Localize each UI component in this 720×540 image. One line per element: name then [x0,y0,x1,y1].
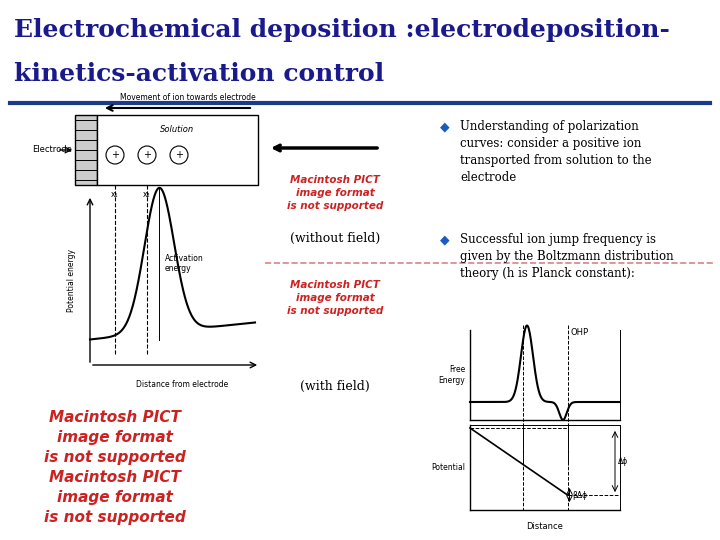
Circle shape [138,146,156,164]
Text: x₁: x₁ [112,190,119,199]
Text: +: + [111,150,119,160]
Text: ◆: ◆ [440,233,449,246]
Text: electrode: electrode [460,171,516,184]
Text: x₂: x₂ [143,190,150,199]
Text: Activation
energy: Activation energy [164,254,203,273]
Text: Potential: Potential [431,463,465,472]
Text: Distance: Distance [526,522,564,531]
Text: transported from solution to the: transported from solution to the [460,154,652,167]
Text: kinetics-activation control: kinetics-activation control [14,62,384,86]
Text: theory (h is Planck constant):: theory (h is Planck constant): [460,267,635,280]
Text: βΔϕ: βΔϕ [572,490,588,500]
Text: Distance from electrode: Distance from electrode [136,380,229,389]
Text: Macintosh PICT
image format
is not supported: Macintosh PICT image format is not suppo… [44,470,186,524]
Text: OHP: OHP [570,328,589,337]
Text: (without field): (without field) [290,232,380,245]
Bar [97,115,258,185]
Text: Movement of ion towards electrode: Movement of ion towards electrode [120,93,256,102]
Text: +: + [175,150,183,160]
Text: +: + [143,150,151,160]
Circle shape [170,146,188,164]
Text: Free
Energy: Free Energy [438,365,465,384]
Text: Potential energy: Potential energy [68,248,76,312]
Bar [75,115,97,185]
Text: Δϕ: Δϕ [618,457,629,466]
Text: curves: consider a positive ion: curves: consider a positive ion [460,137,642,150]
Text: (with field): (with field) [300,380,370,393]
Text: Solution: Solution [161,125,194,134]
Text: ◆: ◆ [440,120,449,133]
Text: Macintosh PICT
image format
is not supported: Macintosh PICT image format is not suppo… [44,410,186,464]
Text: Electrode: Electrode [32,145,72,154]
Text: Electrochemical deposition :electrodeposition-: Electrochemical deposition :electrodepos… [14,18,670,42]
Text: Macintosh PICT
image format
is not supported: Macintosh PICT image format is not suppo… [287,175,383,211]
Circle shape [106,146,124,164]
Text: Macintosh PICT
image format
is not supported: Macintosh PICT image format is not suppo… [287,280,383,316]
Text: Successful ion jump frequency is: Successful ion jump frequency is [460,233,656,246]
Text: given by the Boltzmann distribution: given by the Boltzmann distribution [460,250,674,263]
Text: Understanding of polarization: Understanding of polarization [460,120,639,133]
